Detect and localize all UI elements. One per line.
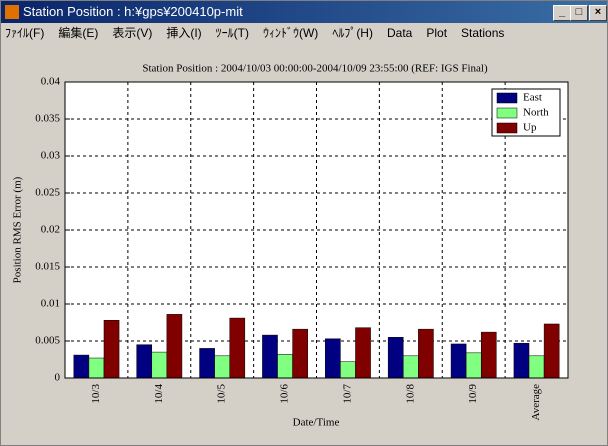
legend-label: East [523,92,542,104]
x-tick-label: 10/3 [90,384,102,404]
menu-item[interactable]: 挿入(I) [166,26,202,40]
menu-item[interactable]: 編集(E) [58,26,99,40]
y-tick-label: 0.025 [35,187,60,199]
bar [229,317,246,379]
bar [214,355,230,379]
bar [543,323,560,379]
menu-item[interactable]: Stations [461,26,505,40]
menu-item[interactable]: Data [386,26,413,40]
legend-swatch [496,92,518,104]
close-button[interactable]: × [589,5,607,21]
y-tick-label: 0.02 [41,224,60,236]
app-icon [5,5,19,19]
x-tick-label: 10/5 [216,384,228,404]
legend: East North Up [491,88,561,137]
plot-border [64,81,569,379]
legend-swatch [496,122,518,134]
bar [403,355,419,379]
menu-bar: ﾌｧｲﾙ(F) 編集(E) 表示(V) 挿入(I) ﾂｰﾙ(T) ｳｨﾝﾄﾞｳ(W) ﾍﾙﾌ… [1,23,607,43]
legend-swatch [496,107,518,119]
legend-label: North [523,107,549,119]
x-tick-label: 10/6 [279,384,291,404]
bar [103,320,120,379]
menu-item[interactable]: ﾍﾙﾌﾟ(H) [332,26,373,40]
y-tick-label: 0.005 [35,335,60,347]
y-tick-label: 0.03 [41,150,61,162]
bar [262,334,278,379]
bar [199,348,215,379]
x-tick-label: 10/4 [153,384,165,404]
chart-title: Station Position : 2004/10/03 00:00:00-2… [142,63,488,75]
bar [325,338,341,379]
window-title: Station Position : h:¥gps¥200410p-mit [23,4,243,19]
bar [387,337,404,379]
menu-item[interactable]: ﾌｧｲﾙ(F) [5,26,45,40]
bar [450,343,467,379]
bar [292,328,308,379]
bar [166,314,183,379]
y-tick-label: 0.01 [41,298,60,310]
bar [465,352,482,379]
bar [340,361,356,379]
y-axis-label: Position RMS Error (m) [12,176,24,283]
y-tick-label: 0 [55,372,61,384]
maximize-button[interactable]: □ [570,5,588,21]
bar [513,342,530,379]
menu-item[interactable]: Plot [426,26,448,40]
bar [355,327,371,379]
menu-item[interactable]: 表示(V) [112,26,153,40]
x-tick-label: Average [530,384,542,421]
title-bar: Station Position : h:¥gps¥200410p-mit _ … [1,1,607,23]
x-axis-label: Date/Time [293,417,340,429]
bar [418,328,434,379]
bar [528,355,545,379]
bar [88,357,105,379]
menu-item[interactable]: ｳｨﾝﾄﾞｳ(W) [262,26,319,40]
menu-item[interactable]: ﾂｰﾙ(T) [215,26,249,40]
x-tick-label: 10/7 [341,384,353,404]
bar [73,354,90,379]
bar [151,351,168,379]
x-tick-label: 10/9 [467,384,479,404]
bar [480,331,497,379]
bar [277,354,293,379]
minimize-button[interactable]: _ [553,5,571,21]
bar [136,344,153,379]
legend-label: Up [523,122,537,134]
y-tick-label: 0.04 [41,76,61,88]
y-tick-label: 0.035 [35,113,60,125]
y-tick-label: 0.015 [35,261,60,273]
x-tick-label: 10/8 [404,384,416,404]
